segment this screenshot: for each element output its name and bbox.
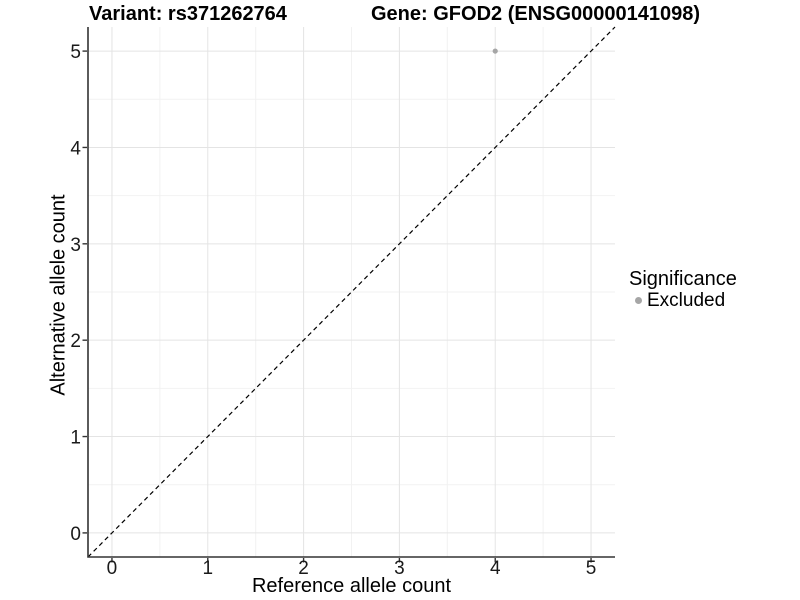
legend-item-excluded: Excluded [629, 290, 737, 311]
data-point [492, 48, 498, 54]
x-tick-label: 5 [586, 558, 597, 579]
x-tick-label: 0 [107, 558, 118, 579]
legend-point-icon [635, 297, 642, 304]
y-tick-label: 2 [70, 331, 81, 352]
y-tick-label: 3 [70, 235, 81, 256]
legend-item-label: Excluded [647, 290, 726, 311]
y-tick-label: 5 [70, 42, 81, 63]
plot-title-gene: Gene: GFOD2 (ENSG00000141098) [371, 3, 701, 25]
x-axis-title: Reference allele count [251, 575, 451, 597]
y-tick-label: 1 [70, 428, 81, 449]
y-axis-title: Alternative allele count [47, 194, 70, 396]
y-tick-label: 4 [70, 138, 81, 159]
x-tick-label: 1 [202, 558, 213, 579]
x-tick-label: 3 [394, 558, 405, 579]
legend: Significance Excluded [629, 268, 737, 311]
y-tick-label: 0 [70, 524, 81, 545]
x-tick-label: 4 [490, 558, 501, 579]
plot-title-variant: Variant: rs371262764 [89, 3, 287, 25]
x-tick-label: 2 [298, 558, 309, 579]
axis-lines [87, 27, 615, 558]
legend-title: Significance [629, 268, 737, 290]
